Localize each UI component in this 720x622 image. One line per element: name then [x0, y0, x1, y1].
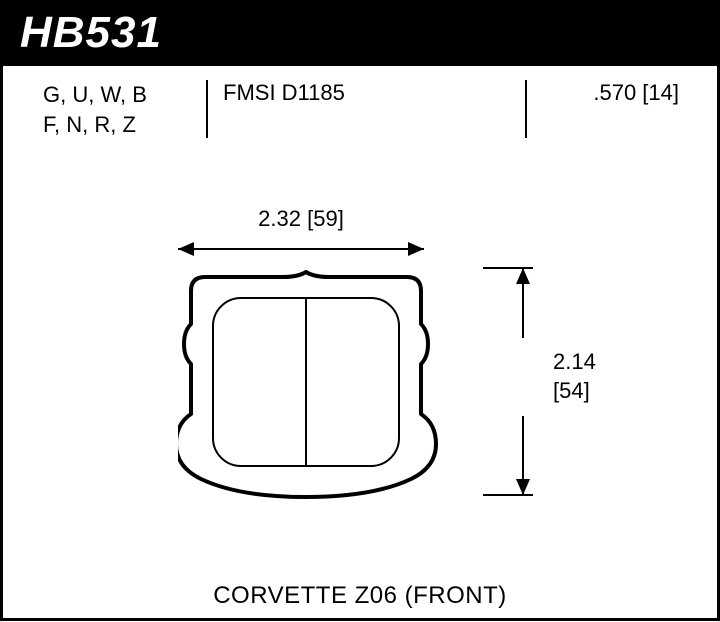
diagram-area: 2.32 [59]	[3, 186, 717, 568]
spec-frame: G, U, W, B F, N, R, Z FMSI D1185 .570 [1…	[0, 66, 720, 621]
width-label: 2.32 [59]	[258, 206, 344, 232]
fmsi-code: FMSI D1185	[223, 80, 345, 106]
compound-codes-line1: G, U, W, B	[43, 80, 208, 110]
header-bar: HB531	[0, 0, 720, 66]
height-dimension: 2.14 [54]	[483, 266, 623, 491]
height-label: 2.14 [54]	[553, 348, 596, 405]
compound-codes-line2: F, N, R, Z	[43, 110, 208, 140]
brake-pad-outline	[178, 266, 438, 506]
compound-codes: G, U, W, B F, N, R, Z	[43, 80, 208, 139]
height-label-mm: [54]	[553, 377, 596, 406]
width-dimension: 2.32 [59]	[178, 206, 424, 256]
separator-1	[206, 80, 208, 138]
part-number: HB531	[20, 8, 162, 57]
width-arrow	[178, 234, 424, 264]
thickness-spec: .570 [14]	[593, 80, 679, 106]
caption: CORVETTE Z06 (FRONT)	[3, 582, 717, 610]
separator-2	[525, 80, 527, 138]
height-label-in: 2.14	[553, 348, 596, 377]
height-arrow	[483, 248, 543, 508]
